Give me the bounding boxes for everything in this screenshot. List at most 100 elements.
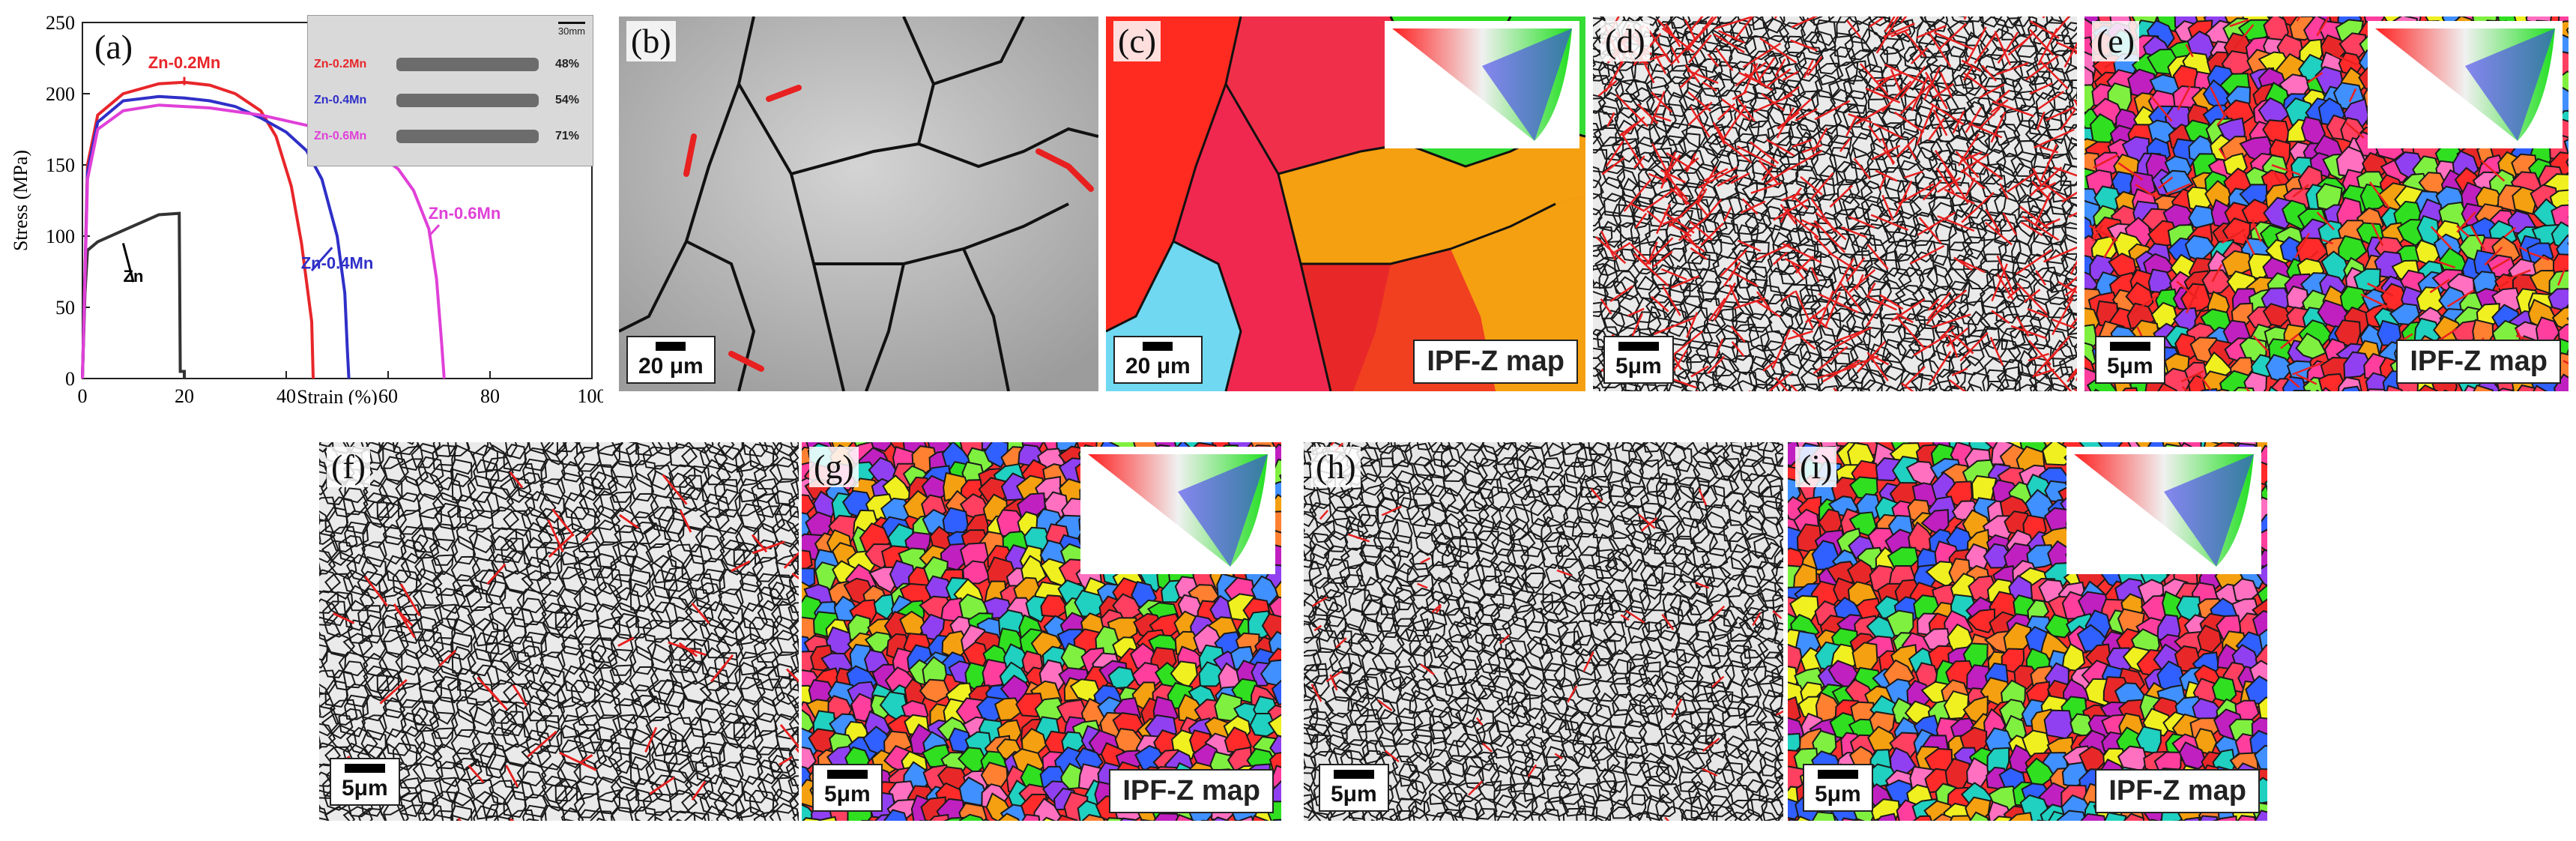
grain	[1749, 91, 1774, 120]
grain	[1502, 650, 1528, 676]
grain	[1599, 295, 1621, 319]
grain	[1454, 658, 1480, 684]
grain	[539, 478, 566, 505]
twin-boundary	[1654, 114, 1672, 122]
grain	[1948, 353, 1971, 375]
grain	[1379, 666, 1406, 691]
grain	[414, 552, 444, 582]
grain	[1613, 442, 1638, 468]
y-tick-label: 250	[46, 12, 75, 34]
grain	[680, 660, 710, 685]
grain	[1611, 138, 1640, 163]
grain	[717, 603, 743, 634]
twin-boundary	[1714, 16, 1753, 30]
grain	[2028, 75, 2055, 100]
grain	[2014, 277, 2034, 304]
grain	[1750, 355, 1777, 384]
grain	[1308, 711, 1332, 735]
ipf-label-g: IPF-Z map	[1109, 769, 1274, 813]
twin-boundary	[1721, 98, 1751, 121]
grain-boundary-map-b	[619, 16, 1098, 391]
grain	[1517, 666, 1545, 690]
grain	[1421, 501, 1448, 527]
grain	[411, 615, 439, 642]
grain	[1992, 123, 2021, 146]
grain	[1559, 630, 1582, 656]
twin-boundary	[1900, 16, 1908, 23]
grain	[1946, 280, 1971, 304]
grain	[1455, 616, 1480, 639]
grain	[573, 446, 601, 472]
grain	[536, 744, 565, 771]
grain	[1979, 163, 2003, 185]
grain	[1671, 546, 1696, 576]
grain	[596, 442, 623, 456]
grain	[1623, 458, 1644, 485]
grain	[1685, 599, 1715, 627]
grain	[634, 806, 656, 821]
twin-boundary	[1689, 220, 1713, 241]
inset-row: Zn-0.4Mn 54%	[314, 86, 584, 116]
grain	[752, 556, 779, 582]
twin-boundary	[1814, 100, 1851, 121]
panel-c-ipf: (c) 20 μm IPF-Z map	[1106, 16, 1585, 391]
grain	[465, 586, 495, 612]
grain	[357, 634, 387, 660]
grain	[1411, 678, 1436, 701]
grain	[1624, 702, 1651, 728]
grain	[1762, 166, 1785, 189]
grain	[1538, 808, 1561, 821]
grain	[417, 492, 445, 519]
grain	[1672, 573, 1702, 600]
twin-boundary	[2563, 360, 2569, 365]
grain	[1947, 20, 1975, 44]
grain	[1609, 806, 1632, 821]
twin-boundary	[1758, 159, 1780, 185]
grain	[1509, 575, 1535, 604]
grain	[1672, 720, 1702, 747]
twin-boundary	[2028, 352, 2050, 362]
grain	[1947, 370, 1967, 390]
twin-boundary	[1780, 203, 1798, 225]
panel-b-image: (b) 20 μm	[619, 16, 1098, 391]
grain	[521, 570, 551, 595]
grain	[1251, 815, 1269, 821]
grain	[2066, 326, 2077, 349]
twin-boundary	[1873, 122, 1904, 139]
grain	[774, 503, 799, 532]
grain	[593, 714, 622, 741]
twin-boundary	[1736, 145, 1777, 168]
grain	[650, 555, 677, 584]
grain	[560, 714, 590, 739]
grain	[1916, 20, 1938, 46]
grain	[590, 693, 622, 720]
grain	[1538, 648, 1567, 672]
twin-boundary	[1468, 780, 1483, 796]
grain	[702, 557, 727, 582]
twin-boundary	[1637, 103, 1659, 124]
twin-boundary	[2321, 238, 2333, 245]
twin-boundary	[1749, 141, 1780, 164]
grain	[2073, 343, 2077, 358]
grain	[1668, 91, 1689, 118]
twin-boundary	[2064, 276, 2077, 289]
grain	[1968, 181, 1993, 205]
grain	[628, 742, 651, 771]
grain	[1945, 134, 1975, 160]
grain	[1540, 678, 1565, 705]
twin-boundary	[2456, 225, 2470, 238]
grain	[2566, 27, 2569, 35]
grain	[1769, 695, 1783, 720]
twin-boundary	[1865, 87, 1886, 98]
twin-boundary	[1684, 19, 1697, 42]
grain	[789, 618, 799, 643]
grain	[1626, 677, 1657, 705]
grain	[1376, 808, 1400, 821]
grain	[787, 775, 799, 795]
twin-boundary	[1688, 34, 1712, 64]
grain	[2069, 31, 2077, 54]
grain	[1459, 579, 1486, 603]
grain	[625, 615, 653, 639]
grain	[1778, 51, 1807, 75]
grain	[1391, 721, 1419, 745]
